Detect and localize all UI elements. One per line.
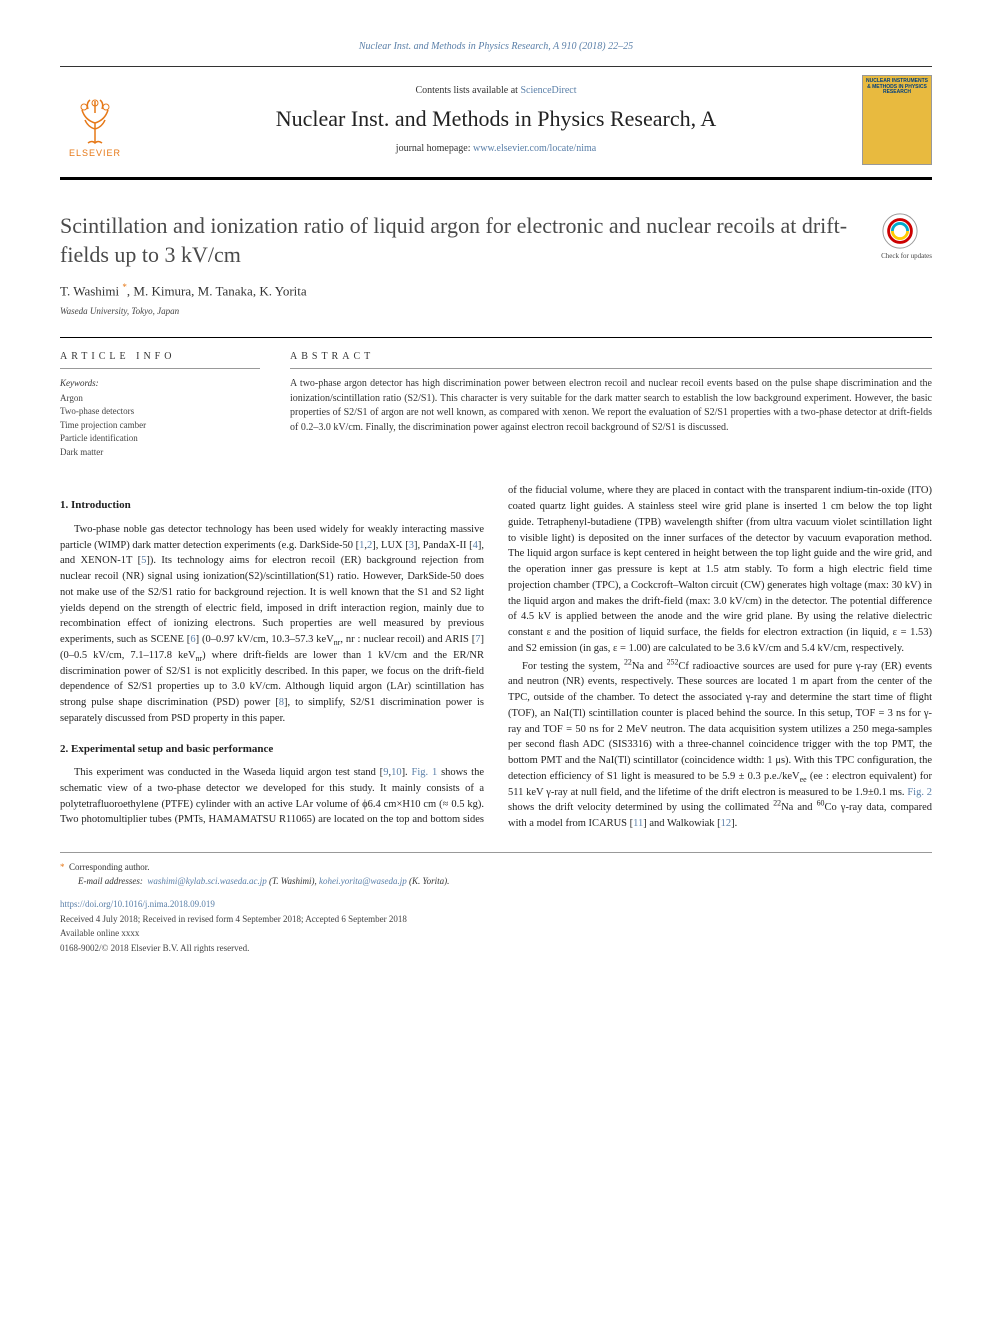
publisher-logo[interactable]: ELSEVIER xyxy=(60,80,130,160)
article-info-heading: ARTICLE INFO xyxy=(60,350,260,369)
journal-cover-thumbnail[interactable]: NUCLEAR INSTRUMENTS & METHODS IN PHYSICS… xyxy=(862,75,932,165)
crossmark-label: Check for updates xyxy=(881,252,932,262)
corresponding-author: * Corresponding author. xyxy=(60,861,932,874)
elsevier-tree-icon xyxy=(70,95,120,145)
section-2-heading: 2. Experimental setup and basic performa… xyxy=(60,741,484,758)
keyword-item: Particle identification xyxy=(60,432,260,446)
keyword-item: Dark matter xyxy=(60,446,260,460)
available-online: Available online xxxx xyxy=(60,927,932,940)
crossmark-badge[interactable]: Check for updates xyxy=(881,212,932,262)
homepage-link[interactable]: www.elsevier.com/locate/nima xyxy=(473,143,596,154)
doi-link[interactable]: https://doi.org/10.1016/j.nima.2018.09.0… xyxy=(60,899,215,909)
copyright: 0168-9002/© 2018 Elsevier B.V. All right… xyxy=(60,942,932,955)
sciencedirect-link[interactable]: ScienceDirect xyxy=(520,85,576,96)
contents-available: Contents lists available at ScienceDirec… xyxy=(146,84,846,98)
section-1-body: Two-phase noble gas detector technology … xyxy=(60,522,484,727)
abstract-heading: ABSTRACT xyxy=(290,350,932,369)
publisher-name: ELSEVIER xyxy=(69,147,121,160)
section-1-heading: 1. Introduction xyxy=(60,497,484,514)
keyword-item: Two-phase detectors xyxy=(60,405,260,419)
email-link-1[interactable]: washimi@kylab.sci.waseda.ac.jp xyxy=(147,876,266,886)
article-title: Scintillation and ionization ratio of li… xyxy=(60,212,861,269)
email-link-2[interactable]: kohei.yorita@waseda.jp xyxy=(319,876,407,886)
keywords-label: Keywords: xyxy=(60,377,260,390)
article-body: 1. Introduction Two-phase noble gas dete… xyxy=(60,483,932,832)
email-addresses: E-mail addresses: washimi@kylab.sci.wase… xyxy=(78,875,932,888)
section-2-body-p2: For testing the system, 22Na and 252Cf r… xyxy=(508,659,932,832)
journal-homepage: journal homepage: www.elsevier.com/locat… xyxy=(146,142,846,156)
crossmark-icon xyxy=(881,212,919,250)
journal-title: Nuclear Inst. and Methods in Physics Res… xyxy=(146,104,846,135)
affiliation: Waseda University, Tokyo, Japan xyxy=(60,305,932,318)
article-info-panel: ARTICLE INFO Keywords: ArgonTwo-phase de… xyxy=(60,350,260,459)
citation-link[interactable]: Nuclear Inst. and Methods in Physics Res… xyxy=(359,41,633,52)
abstract-panel: ABSTRACT A two-phase argon detector has … xyxy=(290,350,932,459)
masthead: ELSEVIER Contents lists available at Sci… xyxy=(60,66,932,180)
keywords-list: ArgonTwo-phase detectorsTime projection … xyxy=(60,392,260,460)
keyword-item: Time projection camber xyxy=(60,419,260,433)
keyword-item: Argon xyxy=(60,392,260,406)
top-citation: Nuclear Inst. and Methods in Physics Res… xyxy=(60,40,932,54)
footer: * Corresponding author. E-mail addresses… xyxy=(60,852,932,955)
article-dates: Received 4 July 2018; Received in revise… xyxy=(60,913,932,926)
abstract-text: A two-phase argon detector has high disc… xyxy=(290,377,932,435)
author-list: T. Washimi *, M. Kimura, M. Tanaka, K. Y… xyxy=(60,281,932,301)
